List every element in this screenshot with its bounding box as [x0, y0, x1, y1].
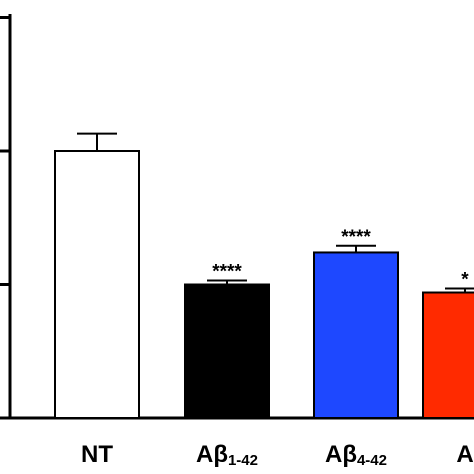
- y-axis-ticks: [0, 16, 10, 420]
- x-tick-label-0: NT: [81, 441, 113, 468]
- x-tick-labels: NT Aβ1-42 Aβ4-42 A: [81, 441, 474, 469]
- x-tick-label-1: Aβ1-42: [196, 441, 258, 469]
- bar-1: [184, 283, 270, 419]
- bar-3: [422, 291, 474, 420]
- x-tick-label-2: Aβ4-42: [325, 441, 387, 469]
- significance-labels: *********: [212, 227, 469, 291]
- significance-label-2: ****: [341, 227, 371, 248]
- x-tick-label-3: A: [456, 441, 473, 468]
- bar-0: [54, 150, 140, 419]
- bar-2: [313, 251, 399, 419]
- significance-label-1: ****: [212, 261, 242, 282]
- error-bars-group: [77, 132, 474, 293]
- significance-label-3: *: [461, 270, 469, 291]
- bars-group: [54, 150, 474, 420]
